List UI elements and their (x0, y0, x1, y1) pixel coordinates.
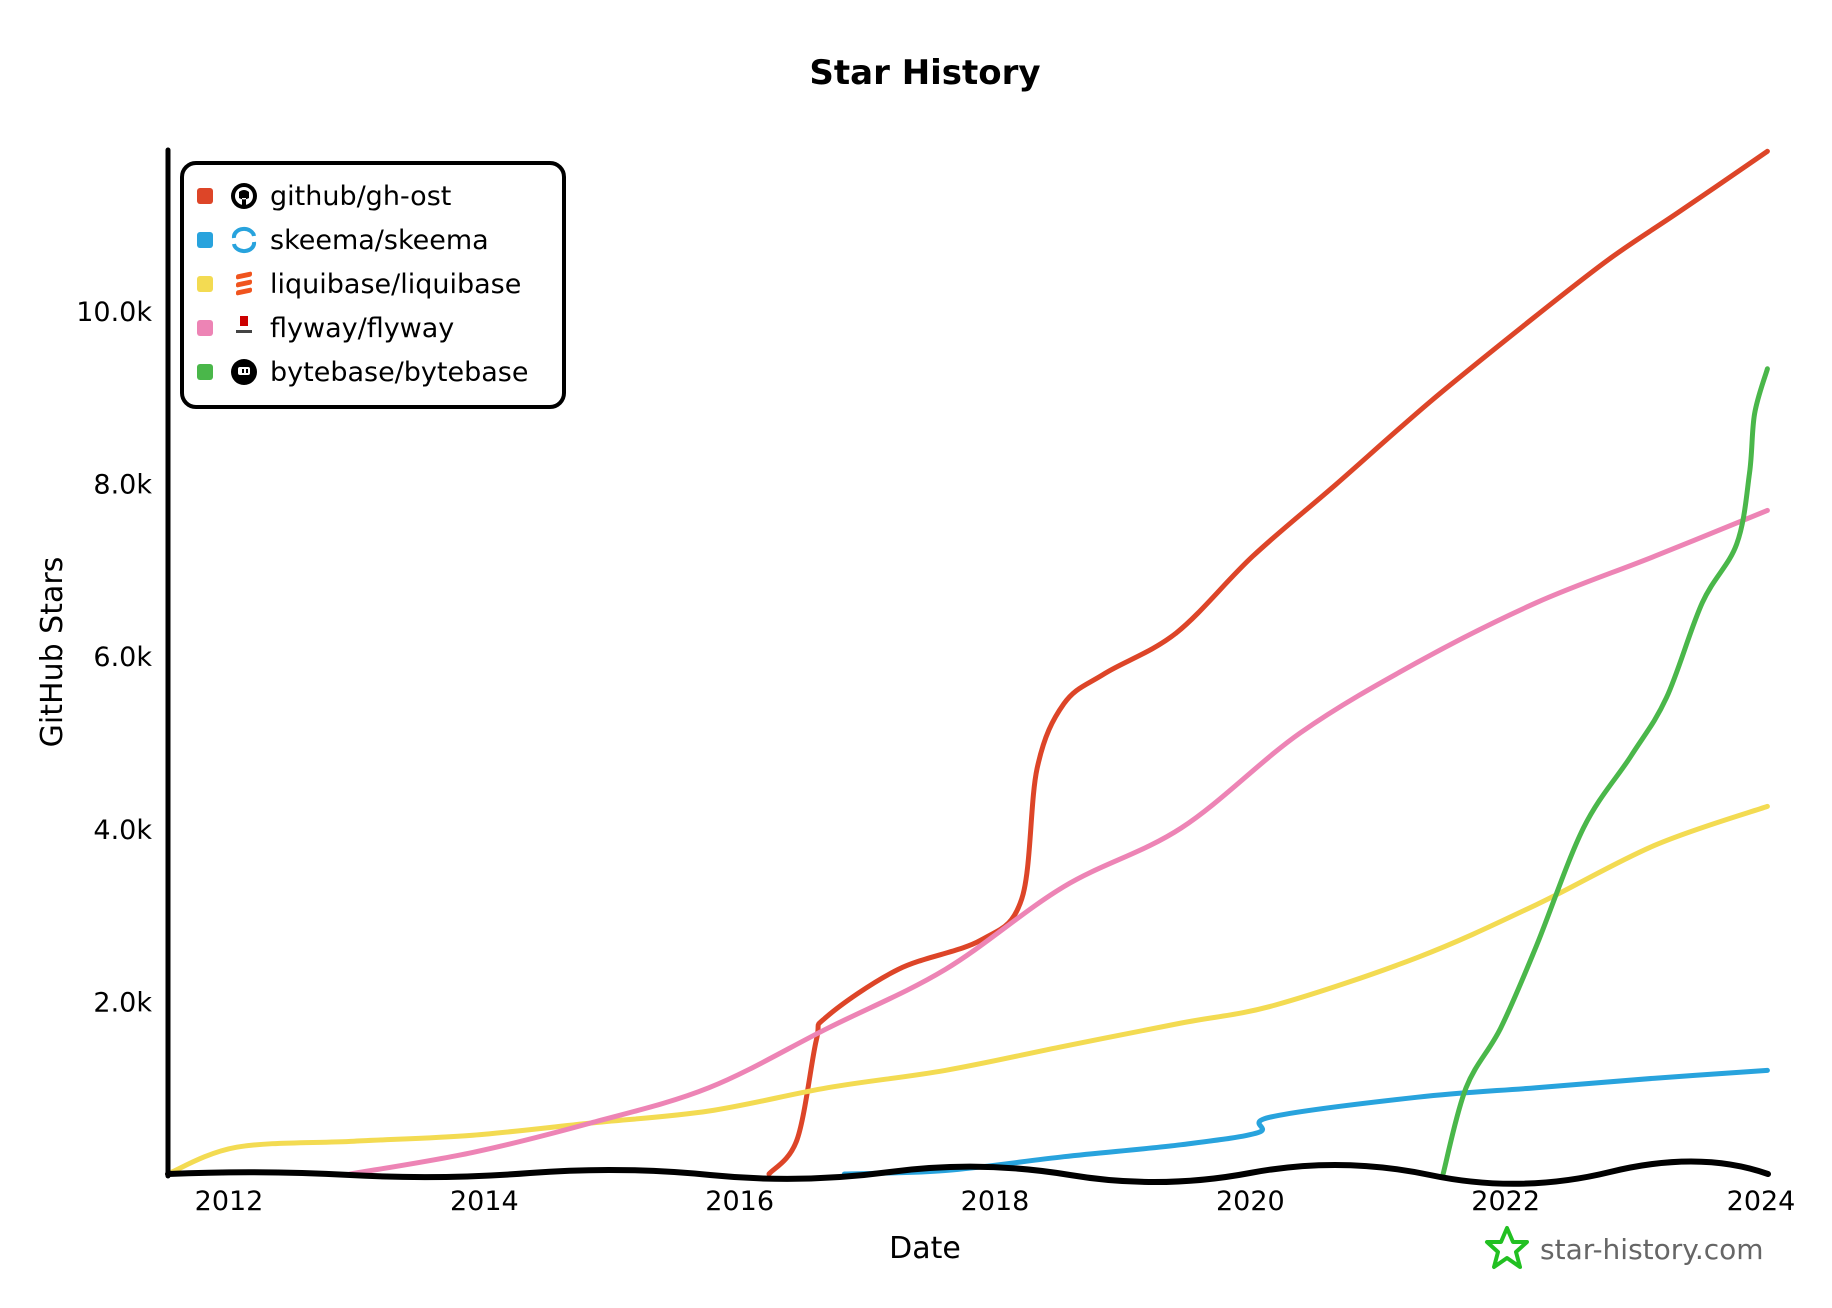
y-tick-labels: 2.0k 4.0k 6.0k 8.0k 10.0k (76, 297, 152, 1018)
y-axis-label: GitHub Stars (35, 557, 70, 748)
x-tick-label: 2022 (1471, 1186, 1540, 1217)
series-line-bytebase (1440, 366, 1770, 1177)
y-tick-label: 6.0k (93, 642, 152, 673)
legend-item: flyway/flyway (197, 313, 454, 344)
legend-label: github/gh-ost (270, 181, 451, 212)
watermark-text: star-history.com (1540, 1233, 1764, 1266)
x-tick-labels: 2012 2014 2016 2018 2020 2022 2024 (195, 1186, 1796, 1217)
skeema-logo-icon (231, 227, 257, 253)
watermark: star-history.com (1485, 1226, 1764, 1269)
x-tick-label: 2020 (1216, 1186, 1285, 1217)
legend-label: liquibase/liquibase (270, 269, 521, 300)
x-tick-label: 2024 (1727, 1186, 1796, 1217)
legend-item: liquibase/liquibase (197, 269, 521, 300)
github-icon (231, 183, 257, 209)
liquibase-logo-icon (236, 271, 252, 296)
series-line-liquibase (165, 803, 1770, 1177)
flyway-logo-icon (236, 316, 252, 333)
legend-swatch (197, 364, 213, 380)
legend-swatch (197, 188, 213, 204)
x-tick-label: 2018 (961, 1186, 1030, 1217)
x-tick-label: 2012 (195, 1186, 264, 1217)
x-tick-label: 2014 (450, 1186, 519, 1217)
legend-item: skeema/skeema (197, 225, 489, 256)
x-tick-label: 2016 (705, 1186, 774, 1217)
legend-label: skeema/skeema (270, 225, 489, 256)
series-line-skeema (841, 1067, 1770, 1177)
x-axis (165, 1158, 1771, 1187)
legend-item: bytebase/bytebase (197, 357, 528, 388)
y-tick-label: 8.0k (93, 470, 152, 501)
series-line-flyway (347, 507, 1770, 1177)
legend-label: flyway/flyway (270, 313, 454, 344)
y-tick-label: 2.0k (93, 987, 152, 1018)
legend-swatch (197, 232, 213, 248)
legend: github/gh-ost skeema/skeema liquibase/liqu… (180, 161, 566, 409)
legend-box (180, 161, 566, 409)
series-line-gh-ost (766, 148, 1770, 1177)
legend-item: github/gh-ost (197, 181, 451, 212)
star-history-logo-icon (1485, 1226, 1529, 1269)
bytebase-logo-icon (231, 359, 257, 385)
x-axis-label: Date (889, 1231, 961, 1266)
legend-swatch (197, 276, 213, 292)
y-tick-label: 10.0k (76, 297, 152, 328)
y-tick-label: 4.0k (93, 815, 152, 846)
legend-label: bytebase/bytebase (270, 357, 528, 388)
legend-swatch (197, 320, 213, 336)
chart-title: Star History (809, 53, 1040, 93)
